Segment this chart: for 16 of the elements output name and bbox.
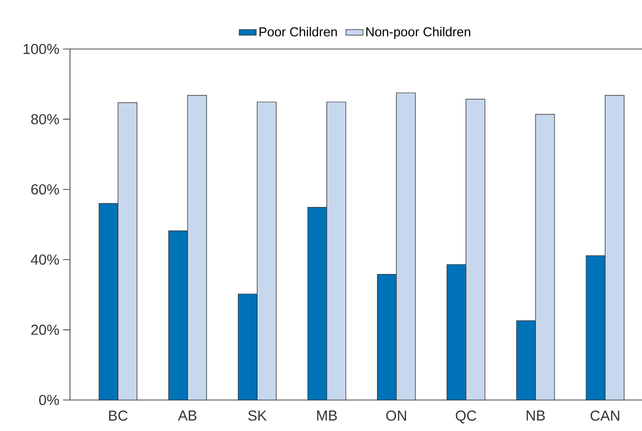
y-tick-label: 0% [39,394,59,406]
y-tick-label: 80% [31,114,59,124]
legend-label: Poor Children [260,26,337,36]
y-tick-label: 20% [31,324,59,335]
y-tick-label: 60% [31,184,59,195]
x-tick-label: NB [526,410,545,420]
x-tick-label: SK [248,410,267,421]
legend-label: Non-poor Children [366,26,470,39]
y-tick-label: 100% [24,44,59,54]
x-tick-label: CAN [590,410,620,421]
x-tick-label: BC [109,410,128,421]
x-tick-label: QC [456,410,476,424]
x-tick-label: MB [317,410,337,420]
x-tick-label: ON [386,410,406,421]
y-tick-label: 40% [30,254,59,265]
x-tick-label: AB [178,410,196,420]
